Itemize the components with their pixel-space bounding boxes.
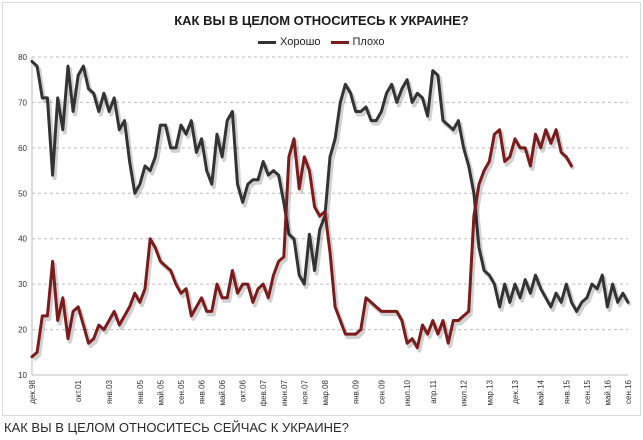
chart-title: КАК ВЫ В ЦЕЛОМ ОТНОСИТЕСЬ К УКРАИНЕ? [174, 13, 469, 28]
y-tick-label: 30 [18, 280, 27, 289]
x-tick-label: мар.08 [321, 379, 330, 405]
x-tick-label: сен.09 [377, 379, 386, 404]
y-tick-label: 20 [18, 326, 27, 335]
legend: Хорошо Плохо [258, 36, 394, 48]
x-tick-label: янв.09 [352, 379, 361, 404]
y-tick-label: 40 [18, 235, 27, 244]
series-line-good [30, 60, 630, 313]
y-tick-label: 10 [18, 371, 27, 380]
x-tick-label: июн.07 [280, 379, 289, 406]
chart-frame [2, 2, 641, 416]
legend-item-bad: Плохо [330, 36, 385, 48]
y-tick-label: 60 [18, 144, 27, 153]
x-tick-label: сен.16 [624, 379, 633, 404]
x-tick-label: мар.13 [485, 379, 494, 405]
legend-swatch-good [258, 40, 276, 44]
x-tick-label: май.05 [156, 379, 165, 405]
x-tick-label: янв.03 [105, 379, 114, 404]
x-tick-label: янв.06 [198, 379, 207, 404]
x-tick-label: дек.98 [28, 379, 37, 403]
x-tick-label: дек.13 [511, 379, 520, 403]
x-tick-label: июл.12 [460, 379, 469, 406]
x-tick-label: янв.15 [562, 379, 571, 404]
legend-item-good: Хорошо [258, 36, 321, 48]
legend-label-bad: Плохо [352, 36, 385, 48]
legend-swatch-bad [330, 40, 349, 44]
y-tick-label: 70 [18, 98, 27, 107]
x-tick-label: окт.06 [239, 379, 248, 401]
x-tick-label: янв.05 [136, 379, 145, 404]
x-tick-label: май.16 [603, 379, 612, 405]
legend-label-good: Хорошо [280, 36, 321, 48]
x-tick-label: окт.01 [74, 379, 83, 401]
y-tick-label: 80 [18, 53, 27, 62]
x-tick-label: апр.11 [429, 379, 438, 403]
x-tick-label: фев.07 [259, 379, 268, 406]
line-chart: 10 20 30 40 50 60 70 80 дек.98 окт.01 янв.03 янв.05… [18, 53, 633, 406]
series-line-bad [30, 128, 573, 359]
caption: КАК ВЫ В ЦЕЛОМ ОТНОСИТЕСЬ СЕЙЧАС К УКРАИ… [4, 420, 349, 435]
x-tick-label: сен.15 [583, 379, 592, 404]
x-tick-label: ноя.07 [300, 379, 309, 404]
x-tick-label: сен.05 [177, 379, 186, 404]
x-tick-label: июл.10 [403, 379, 412, 406]
series-shadow-1 [32, 130, 576, 362]
y-tick-label: 50 [18, 189, 27, 198]
x-tick-label: май.14 [537, 379, 546, 405]
x-tick-label: май.06 [218, 379, 227, 405]
